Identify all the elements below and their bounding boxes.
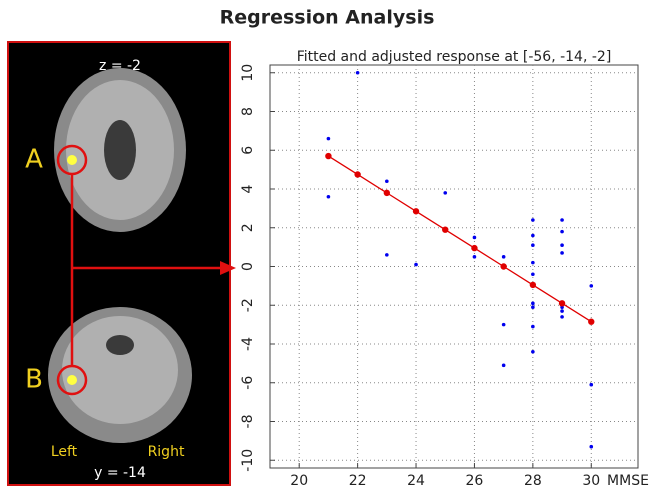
fit-point — [413, 208, 419, 214]
activation-a — [67, 155, 77, 165]
fit-point — [442, 226, 448, 232]
y-tick-label: -4 — [240, 337, 256, 351]
y-tick-label: -10 — [240, 449, 256, 472]
coronal-ventricle — [106, 335, 134, 355]
data-point — [414, 263, 418, 267]
y-tick-label: 10 — [240, 64, 256, 82]
x-tick-label: 30 — [582, 473, 600, 489]
data-point — [502, 323, 506, 327]
data-point — [443, 191, 447, 195]
y-tick-label: 2 — [240, 223, 256, 232]
y-tick-label: -8 — [240, 415, 256, 429]
fit-point — [559, 300, 565, 306]
data-point — [473, 236, 477, 240]
figure-title: Regression Analysis — [220, 7, 435, 29]
data-point — [531, 234, 535, 238]
y-tick-label: 4 — [240, 184, 256, 193]
data-point — [560, 309, 564, 313]
fit-point — [384, 190, 390, 196]
data-point — [589, 445, 593, 449]
y-tick-label: -6 — [240, 376, 256, 390]
fit-point — [588, 319, 594, 325]
fit-point — [530, 282, 536, 288]
data-point — [502, 255, 506, 259]
fit-point — [500, 263, 506, 269]
label-b: B — [25, 365, 43, 395]
data-point — [531, 261, 535, 265]
data-point — [560, 218, 564, 222]
fit-point — [325, 153, 331, 159]
data-point — [502, 364, 506, 368]
data-point — [589, 284, 593, 288]
fit-point — [471, 245, 477, 251]
x-tick-label: 28 — [524, 473, 542, 489]
page: Regression Analysis z = -2 A B Left Righ… — [0, 0, 655, 493]
data-point — [531, 350, 535, 354]
data-point — [385, 179, 389, 183]
slice-label: y = -14 — [94, 465, 146, 481]
coronal-brain-inner — [62, 316, 178, 424]
data-point — [531, 243, 535, 247]
y-tick-label: 6 — [240, 146, 256, 155]
data-point — [560, 230, 564, 234]
data-point — [531, 218, 535, 222]
data-point — [531, 272, 535, 276]
data-point — [385, 253, 389, 257]
x-tick-label: 20 — [290, 473, 308, 489]
data-point — [560, 251, 564, 255]
label-a: A — [25, 145, 43, 175]
data-point — [589, 383, 593, 387]
data-point — [327, 195, 331, 199]
figure: Regression Analysis z = -2 A B Left Righ… — [0, 0, 655, 489]
y-tick-label: -2 — [240, 298, 256, 312]
data-point — [473, 255, 477, 259]
data-point — [531, 302, 535, 306]
slice-label: z = -2 — [99, 58, 141, 74]
data-point — [531, 305, 535, 309]
data-point — [327, 137, 331, 141]
x-tick-label: 24 — [407, 473, 425, 489]
chart-title: Fitted and adjusted response at [-56, -1… — [297, 49, 612, 65]
activation-b — [67, 375, 77, 385]
x-tick-label: 22 — [349, 473, 367, 489]
y-tick-label: 8 — [240, 107, 256, 116]
data-point — [356, 71, 360, 75]
data-point — [531, 325, 535, 329]
brain-panel: z = -2 A B Left Right y = -14 — [8, 42, 236, 485]
fit-point — [354, 171, 360, 177]
left-label: Left — [51, 444, 78, 460]
right-label: Right — [148, 444, 185, 460]
x-axis-label: MMSE — [607, 473, 649, 489]
data-point — [560, 315, 564, 319]
data-point — [560, 243, 564, 247]
x-tick-label: 26 — [466, 473, 484, 489]
axial-ventricle — [104, 120, 136, 180]
y-tick-label: 0 — [240, 262, 256, 271]
